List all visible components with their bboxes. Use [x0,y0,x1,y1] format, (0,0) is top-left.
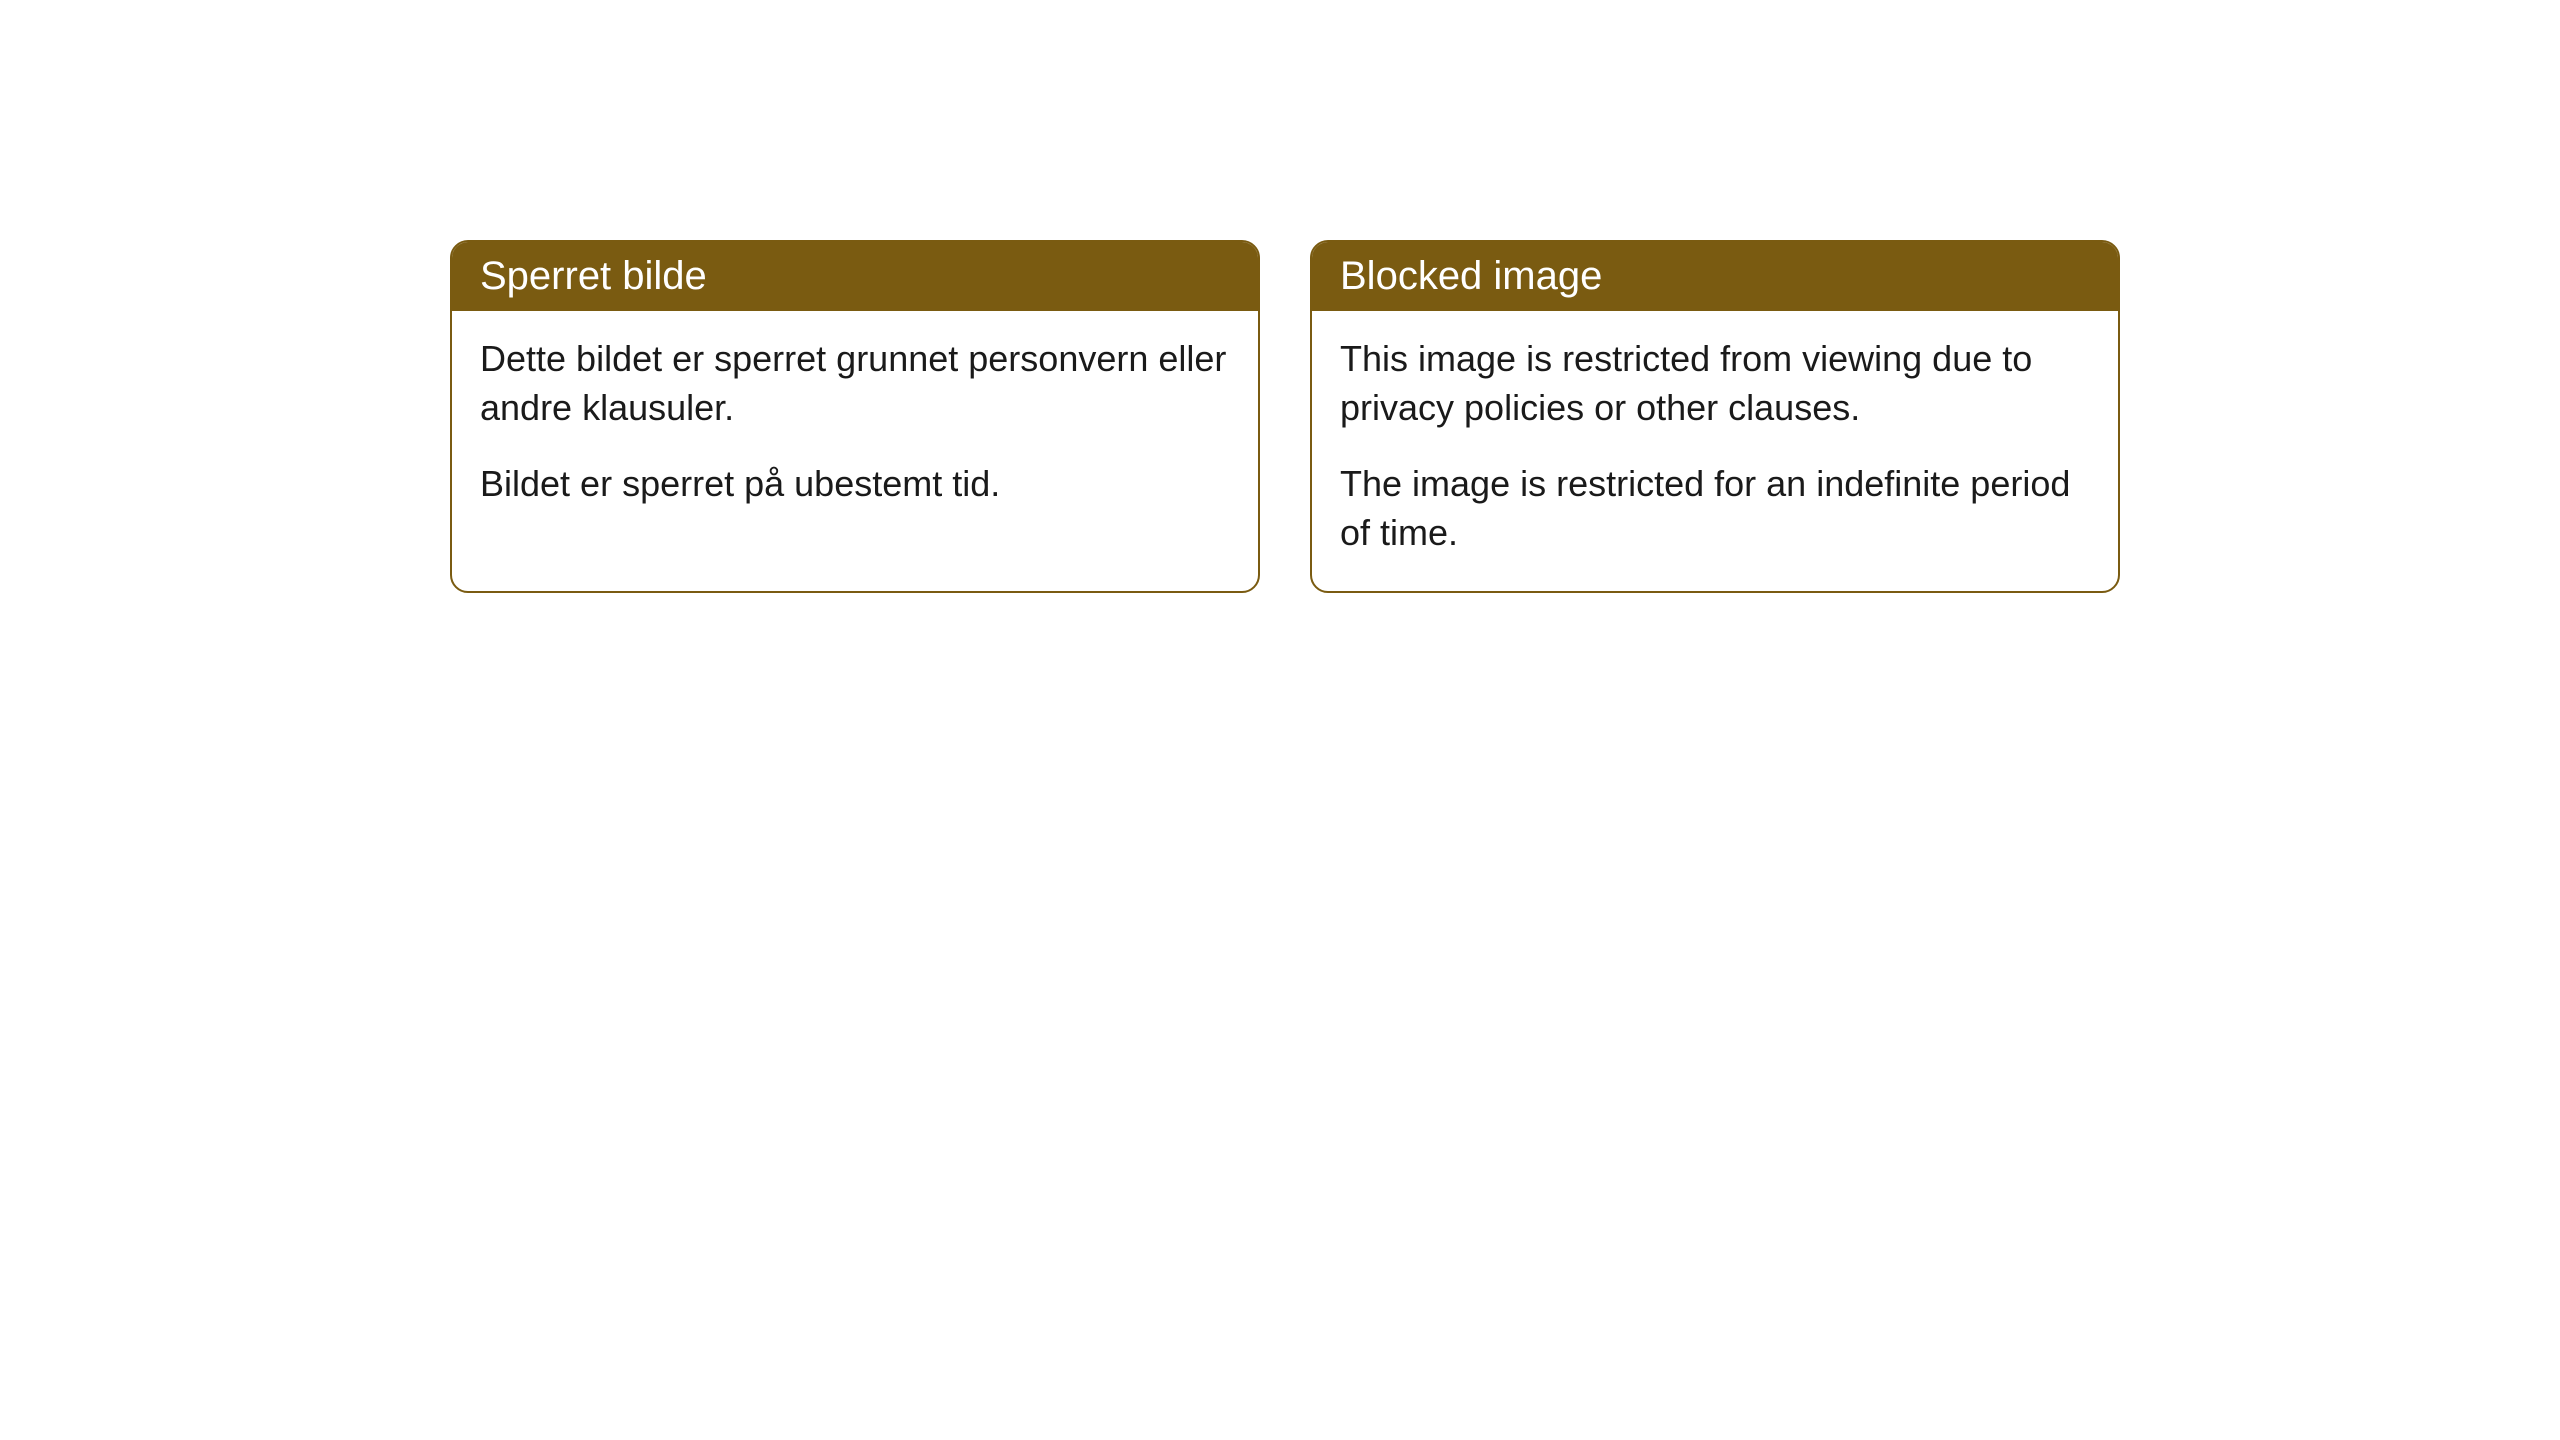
card-paragraph-1-no: Dette bildet er sperret grunnet personve… [480,335,1230,432]
notice-cards-container: Sperret bilde Dette bildet er sperret gr… [450,240,2120,593]
card-title-en: Blocked image [1340,254,1602,298]
card-body-no: Dette bildet er sperret grunnet personve… [452,311,1258,543]
blocked-image-card-en: Blocked image This image is restricted f… [1310,240,2120,593]
blocked-image-card-no: Sperret bilde Dette bildet er sperret gr… [450,240,1260,593]
card-title-no: Sperret bilde [480,254,707,298]
card-paragraph-2-en: The image is restricted for an indefinit… [1340,460,2090,557]
card-body-en: This image is restricted from viewing du… [1312,311,2118,591]
card-paragraph-2-no: Bildet er sperret på ubestemt tid. [480,460,1230,509]
card-paragraph-1-en: This image is restricted from viewing du… [1340,335,2090,432]
card-header-no: Sperret bilde [452,242,1258,311]
card-header-en: Blocked image [1312,242,2118,311]
